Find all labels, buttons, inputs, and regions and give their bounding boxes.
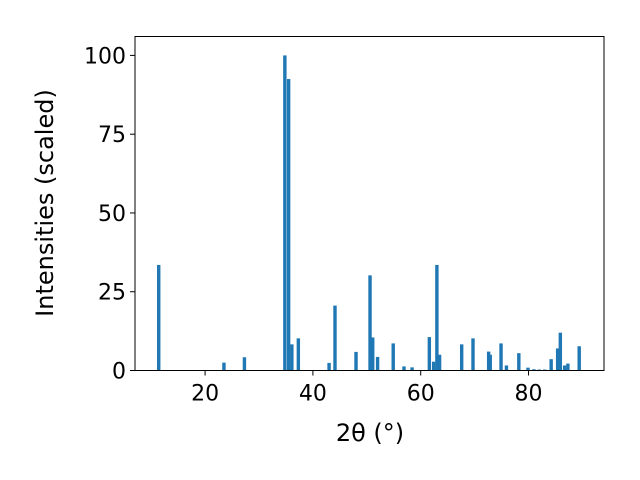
bar — [577, 346, 581, 371]
y-tick-label: 50 — [98, 202, 126, 227]
y-tick-label: 75 — [98, 123, 126, 148]
bar — [327, 362, 331, 371]
bar — [499, 343, 503, 371]
bar — [431, 361, 436, 371]
bar — [555, 348, 560, 371]
bar — [504, 365, 509, 371]
y-tick-label: 25 — [98, 281, 126, 306]
bar — [371, 337, 375, 371]
bar — [566, 363, 570, 371]
bar — [402, 366, 406, 371]
bar — [222, 362, 226, 371]
bar — [368, 275, 372, 371]
bar — [391, 343, 395, 371]
bar — [354, 351, 358, 371]
bar — [283, 55, 287, 371]
bar — [549, 359, 553, 371]
bar — [562, 365, 567, 371]
bar — [157, 264, 161, 371]
x-tick-label: 40 — [299, 382, 327, 407]
bar — [532, 369, 536, 371]
x-tick-label: 60 — [407, 382, 435, 407]
y-axis-label: Intensities (scaled) — [31, 89, 59, 317]
x-axis-label: 2θ (°) — [336, 419, 404, 447]
bar — [296, 338, 301, 371]
y-tick-label: 0 — [112, 360, 126, 385]
bar — [427, 337, 432, 371]
bar — [286, 79, 291, 371]
bar — [290, 344, 294, 371]
bar — [558, 332, 563, 371]
bar — [471, 338, 475, 371]
plot-frame — [134, 36, 605, 371]
bars-group — [157, 55, 581, 371]
y-axis: 0 25 50 75 100 — [84, 44, 135, 385]
bar — [242, 357, 247, 371]
bar — [333, 305, 337, 371]
x-tick-label: 80 — [515, 382, 543, 407]
y-tick-label: 100 — [84, 44, 126, 69]
x-tick-label: 20 — [191, 382, 219, 407]
bar — [410, 367, 414, 371]
bar — [517, 353, 521, 371]
bar — [459, 344, 464, 371]
bar — [435, 264, 439, 371]
bar — [488, 354, 492, 371]
bar — [526, 367, 530, 371]
bar — [437, 354, 442, 371]
x-axis: 20 40 60 80 — [191, 370, 543, 407]
bar — [375, 356, 380, 371]
